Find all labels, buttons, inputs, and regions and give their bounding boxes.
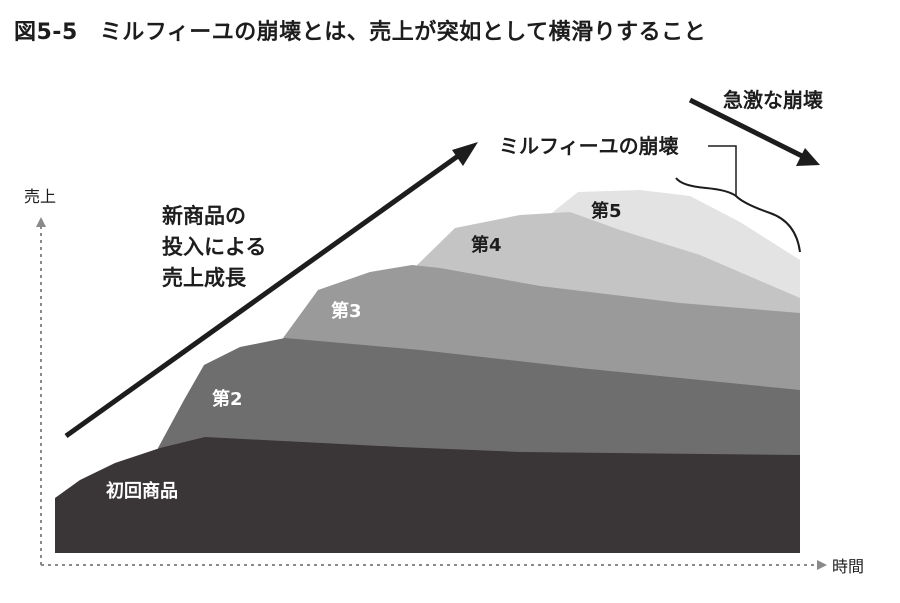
collapse-label: ミルフィーユの崩壊	[499, 134, 680, 158]
growth-arrow-head	[452, 142, 478, 166]
layer-5-label: 第5	[591, 200, 622, 222]
growth-text-line2: 投入による	[162, 235, 266, 259]
growth-text-line1: 新商品の	[162, 204, 246, 228]
layer-2-area	[158, 338, 800, 460]
collapse-brace	[675, 177, 801, 253]
x-axis-label: 時間	[832, 557, 864, 576]
y-axis-label: 売上	[24, 187, 56, 206]
sudden-collapse-arrow-head	[796, 148, 820, 166]
growth-text-line3: 売上成長	[162, 266, 247, 290]
sudden-collapse-arrow-line	[688, 97, 804, 159]
layer-3-label: 第3	[331, 300, 362, 322]
layer-1-label: 初回商品	[106, 480, 178, 502]
layer-2-label: 第2	[212, 388, 243, 410]
growth-arrow-line	[64, 153, 460, 439]
layer-4-label: 第4	[471, 234, 502, 256]
sudden-collapse-label: 急激な崩壊	[723, 88, 824, 112]
figure-title: 図5-5 ミルフィーユの崩壊とは、売上が突如として横滑りすること	[14, 14, 706, 46]
figure-title-text: ミルフィーユの崩壊とは、売上が突如として横滑りすること	[99, 20, 707, 45]
figure-number: 図5-5	[14, 20, 78, 45]
layer-1-area	[55, 437, 800, 553]
collapse-leader-line	[708, 145, 737, 196]
